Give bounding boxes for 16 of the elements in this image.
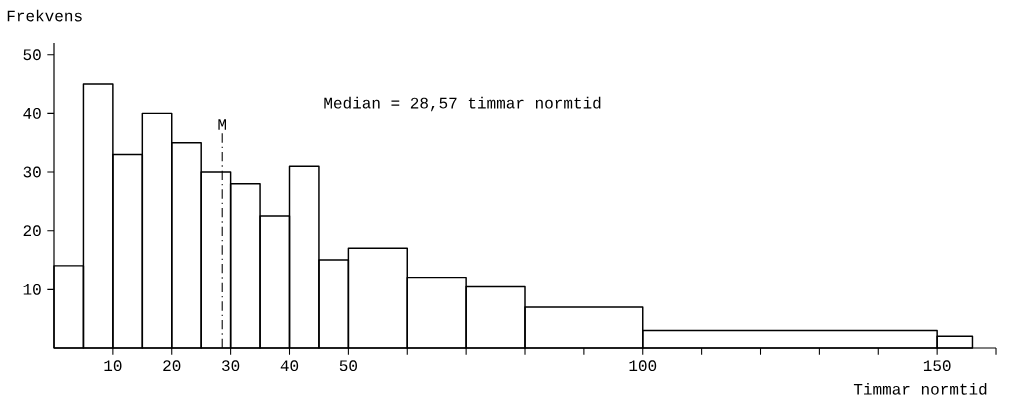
x-axis-title: Timmar normtid [853, 382, 987, 395]
x-tick-label: 150 [923, 360, 951, 372]
annotation: Median = 28,57 timmar normtid [324, 96, 601, 112]
x-tick-label: 100 [629, 360, 657, 372]
y-tick-label: 30 [23, 166, 41, 178]
x-tick-label: 50 [339, 360, 357, 372]
y-tick-label: 40 [23, 107, 41, 119]
x-tick-label: 20 [163, 360, 181, 372]
ref-line-label: M [218, 119, 226, 130]
x-tick-label: 30 [222, 360, 240, 372]
x-tick-label: 40 [280, 360, 299, 372]
x-tick-label: 10 [104, 360, 122, 372]
y-tick-label: 10 [23, 283, 41, 295]
y-axis-title: Frekvens [7, 9, 82, 22]
y-tick-label: 50 [23, 49, 41, 61]
y-tick-label: 20 [23, 225, 41, 237]
